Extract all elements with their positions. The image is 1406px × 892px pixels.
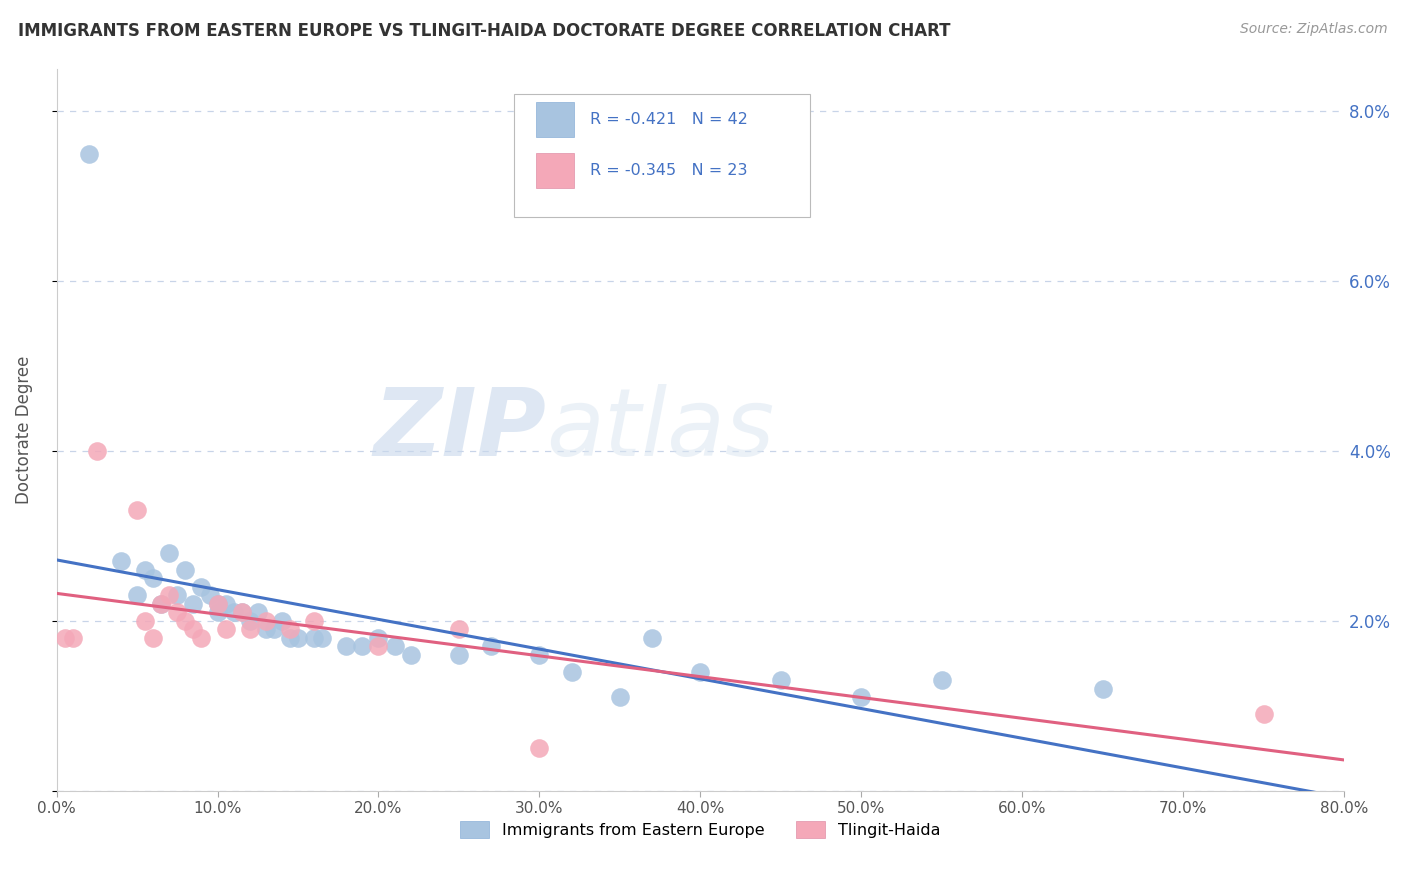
Text: R = -0.421   N = 42: R = -0.421 N = 42	[589, 112, 748, 128]
Point	[134, 563, 156, 577]
Point	[183, 623, 205, 637]
Text: R = -0.345   N = 23: R = -0.345 N = 23	[589, 163, 747, 178]
Point	[214, 597, 236, 611]
Text: IMMIGRANTS FROM EASTERN EUROPE VS TLINGIT-HAIDA DOCTORATE DEGREE CORRELATION CHA: IMMIGRANTS FROM EASTERN EUROPE VS TLINGI…	[18, 22, 950, 40]
Y-axis label: Doctorate Degree: Doctorate Degree	[15, 356, 32, 504]
Text: atlas: atlas	[546, 384, 775, 475]
Point	[367, 631, 389, 645]
Point	[1091, 681, 1114, 696]
Point	[125, 589, 148, 603]
Point	[278, 623, 301, 637]
Point	[207, 597, 229, 611]
Point	[1253, 707, 1275, 722]
Point	[142, 631, 165, 645]
Text: Source: ZipAtlas.com: Source: ZipAtlas.com	[1240, 22, 1388, 37]
Point	[222, 606, 245, 620]
Point	[335, 640, 357, 654]
Point	[609, 690, 631, 705]
Point	[447, 623, 470, 637]
Point	[447, 648, 470, 662]
FancyBboxPatch shape	[513, 94, 810, 217]
Point	[399, 648, 422, 662]
Point	[198, 589, 221, 603]
Point	[263, 623, 285, 637]
Point	[479, 640, 502, 654]
Point	[529, 648, 551, 662]
Point	[278, 631, 301, 645]
FancyBboxPatch shape	[536, 153, 574, 187]
Point	[214, 623, 236, 637]
Legend: Immigrants from Eastern Europe, Tlingit-Haida: Immigrants from Eastern Europe, Tlingit-…	[454, 814, 946, 845]
Point	[239, 623, 262, 637]
Point	[183, 597, 205, 611]
Point	[769, 673, 792, 688]
Point	[689, 665, 711, 679]
Point	[231, 606, 253, 620]
Text: ZIP: ZIP	[373, 384, 546, 475]
Point	[190, 631, 212, 645]
Point	[142, 571, 165, 585]
Point	[166, 606, 188, 620]
Point	[311, 631, 333, 645]
Point	[62, 631, 84, 645]
Point	[254, 623, 277, 637]
Point	[207, 597, 229, 611]
Point	[367, 640, 389, 654]
Point	[157, 589, 180, 603]
Point	[851, 690, 873, 705]
Point	[77, 146, 100, 161]
Point	[287, 631, 309, 645]
Point	[53, 631, 76, 645]
Point	[150, 597, 173, 611]
Point	[246, 606, 269, 620]
Point	[254, 614, 277, 628]
Point	[529, 741, 551, 756]
Point	[561, 665, 583, 679]
Point	[641, 631, 664, 645]
Point	[302, 631, 325, 645]
Point	[174, 614, 197, 628]
Point	[302, 614, 325, 628]
Point	[174, 563, 197, 577]
Point	[352, 640, 374, 654]
Point	[134, 614, 156, 628]
FancyBboxPatch shape	[536, 103, 574, 137]
Point	[125, 503, 148, 517]
Point	[110, 554, 132, 568]
Point	[157, 546, 180, 560]
Point	[190, 580, 212, 594]
Point	[166, 589, 188, 603]
Point	[150, 597, 173, 611]
Point	[207, 606, 229, 620]
Point	[231, 606, 253, 620]
Point	[384, 640, 406, 654]
Point	[86, 444, 108, 458]
Point	[271, 614, 294, 628]
Point	[931, 673, 953, 688]
Point	[239, 614, 262, 628]
